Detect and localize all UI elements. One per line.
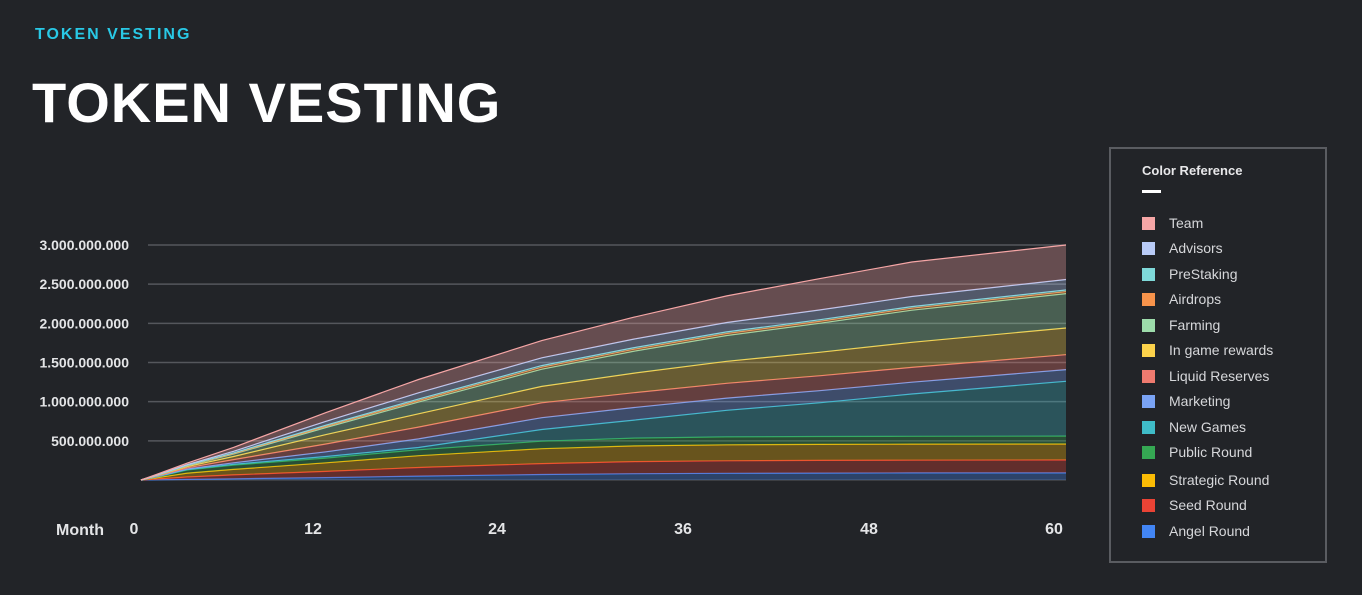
line-strategic-round [140, 443, 1067, 481]
area-in-game-rewards [141, 328, 1066, 480]
area-advisors [141, 279, 1066, 480]
x-tick-label: 12 [304, 521, 322, 538]
legend-label: New Games [1169, 419, 1247, 435]
legend-swatch [1142, 267, 1155, 281]
legend-item: PreStaking [1142, 266, 1237, 282]
legend-item: Public Round [1142, 444, 1252, 460]
area-team [141, 245, 1066, 480]
legend-label: Strategic Round [1169, 472, 1270, 488]
line-liquid-reserves [140, 354, 1067, 481]
legend-swatch [1142, 524, 1155, 538]
legend-item: Marketing [1142, 393, 1230, 409]
area-farming [141, 293, 1066, 480]
legend-label: Airdrops [1169, 291, 1222, 307]
x-tick-label: 24 [488, 521, 506, 538]
legend-title: Color Reference [1142, 163, 1243, 178]
legend-item: Airdrops [1142, 291, 1221, 307]
legend-swatch [1142, 394, 1155, 408]
area-angel-round [141, 472, 1066, 480]
area-marketing [141, 369, 1066, 480]
legend-swatch [1142, 216, 1155, 230]
line-in-game-rewards [140, 327, 1067, 481]
x-tick-label: 0 [130, 521, 139, 538]
legend-swatch [1142, 473, 1155, 487]
legend-label: Marketing [1169, 393, 1231, 409]
legend-title-underline [1142, 190, 1161, 193]
x-tick-label: 48 [860, 521, 878, 538]
legend-swatch [1142, 318, 1155, 332]
legend-swatch [1142, 420, 1155, 434]
area-liquid-reserves [141, 354, 1066, 480]
area-series [140, 244, 1067, 481]
line-advisors [140, 278, 1067, 481]
legend-label: Public Round [1169, 444, 1253, 460]
legend-swatch [1142, 369, 1155, 383]
legend-item: Strategic Round [1142, 472, 1269, 488]
y-tick-label: 500.000.000 [51, 433, 129, 449]
legend-item: New Games [1142, 419, 1246, 435]
legend-swatch [1142, 241, 1155, 255]
y-tick-label: 3.000.000.000 [39, 237, 129, 253]
x-tick-label: 60 [1045, 521, 1063, 538]
legend-label: Advisors [1169, 240, 1223, 256]
section-eyebrow: TOKEN VESTING [35, 26, 192, 43]
y-tick-label: 2.500.000.000 [39, 276, 129, 292]
legend-swatch [1142, 445, 1155, 459]
legend-item: Farming [1142, 317, 1220, 333]
legend-swatch [1142, 498, 1155, 512]
line-marketing [140, 369, 1067, 481]
legend-label: In game rewards [1169, 342, 1274, 358]
line-angel-round [140, 472, 1066, 481]
color-reference-legend: Color Reference Team Advisors PreStaking Ai… [1109, 147, 1327, 563]
legend-label: Team [1169, 215, 1204, 231]
legend-label: Liquid Reserves [1169, 368, 1270, 384]
legend-label: PreStaking [1169, 266, 1238, 282]
legend-label: Farming [1169, 317, 1221, 333]
legend-label: Angel Round [1169, 523, 1250, 539]
legend-item: Advisors [1142, 240, 1223, 256]
legend-swatch [1142, 292, 1155, 306]
legend-item: Seed Round [1142, 497, 1247, 513]
x-tick-label: 36 [674, 521, 692, 538]
x-axis-title: Month [56, 522, 104, 539]
line-team [140, 244, 1067, 481]
page-title: TOKEN VESTING [32, 71, 502, 134]
legend-item: Angel Round [1142, 523, 1250, 539]
legend-swatch [1142, 343, 1155, 357]
axes: Month 500.000.000 1.000.000.000 1.500.000.… [39, 237, 1063, 539]
legend-item: In game rewards [1142, 342, 1273, 358]
legend-label: Seed Round [1169, 497, 1247, 513]
gridlines [141, 244, 1066, 481]
area-new-games [141, 381, 1066, 480]
legend-item: Team [1142, 215, 1203, 231]
line-seed-round [140, 459, 1067, 481]
y-tick-label: 1.000.000.000 [39, 394, 129, 410]
y-tick-label: 1.500.000.000 [39, 355, 129, 371]
area-strategic-round [141, 444, 1066, 480]
area-seed-round [141, 460, 1066, 480]
area-public-round [141, 436, 1066, 480]
legend-item: Liquid Reserves [1142, 368, 1269, 384]
y-tick-label: 2.000.000.000 [39, 315, 129, 331]
